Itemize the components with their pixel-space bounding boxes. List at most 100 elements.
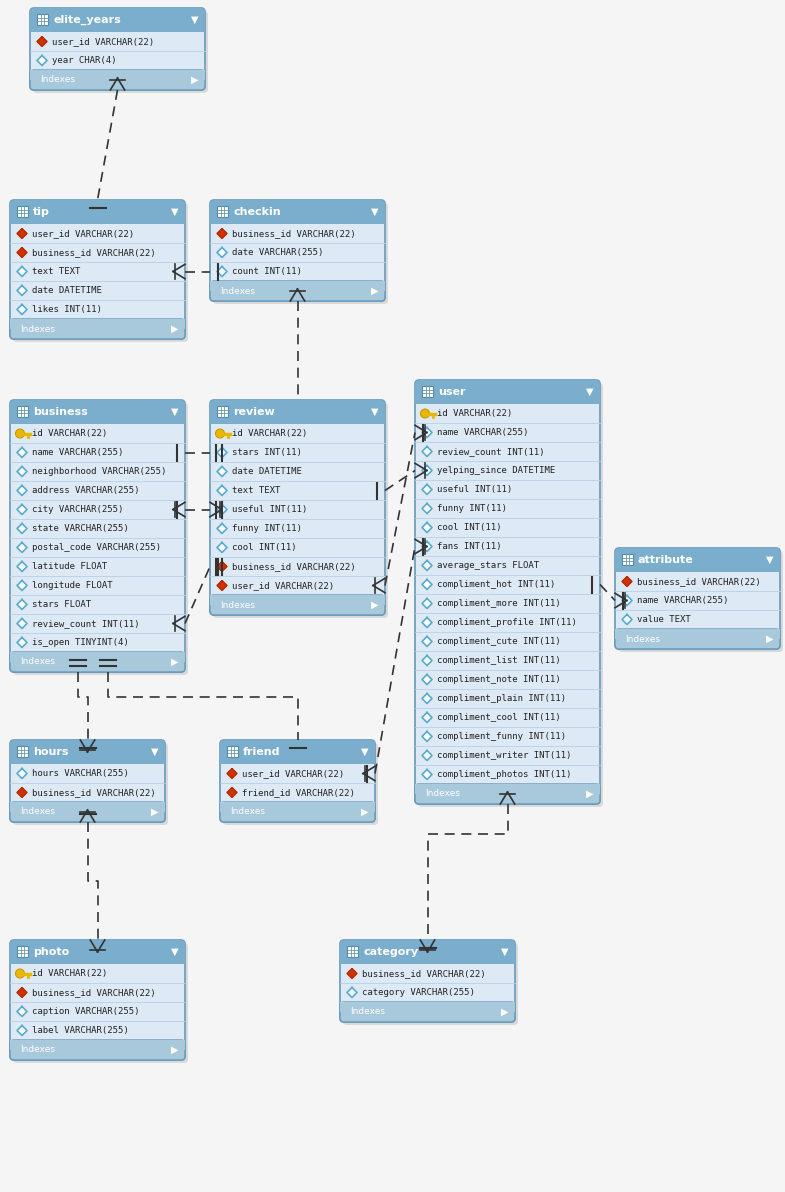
Text: business_id VARCHAR(22): business_id VARCHAR(22)	[232, 229, 356, 238]
Polygon shape	[422, 694, 432, 703]
Text: average_stars FLOAT: average_stars FLOAT	[437, 561, 539, 570]
Text: text TEXT: text TEXT	[32, 267, 80, 277]
Polygon shape	[422, 484, 432, 495]
Bar	[210, 281, 385, 291]
Bar	[30, 70, 205, 80]
Text: Indexes: Indexes	[230, 807, 265, 817]
Bar	[220, 802, 375, 812]
Text: ▼: ▼	[361, 747, 369, 757]
Text: business_id VARCHAR(22): business_id VARCHAR(22)	[32, 248, 155, 257]
Bar	[10, 412, 185, 424]
FancyBboxPatch shape	[10, 401, 185, 672]
Polygon shape	[217, 248, 227, 257]
Polygon shape	[17, 248, 27, 257]
Bar	[622, 554, 633, 565]
Text: user_id VARCHAR(22): user_id VARCHAR(22)	[232, 581, 334, 590]
Text: Indexes: Indexes	[350, 1007, 385, 1017]
Polygon shape	[217, 447, 227, 458]
Bar	[615, 629, 780, 639]
Bar	[10, 802, 165, 812]
Polygon shape	[17, 229, 27, 238]
FancyBboxPatch shape	[10, 200, 185, 339]
Text: ▶: ▶	[152, 807, 159, 817]
Text: fans INT(11): fans INT(11)	[437, 542, 502, 551]
Text: Indexes: Indexes	[40, 75, 75, 85]
Text: funny INT(11): funny INT(11)	[232, 524, 302, 533]
Text: business_id VARCHAR(22): business_id VARCHAR(22)	[232, 561, 356, 571]
FancyBboxPatch shape	[30, 8, 205, 32]
Circle shape	[16, 969, 24, 977]
Text: Indexes: Indexes	[625, 634, 660, 644]
Text: is_open TINYINT(4): is_open TINYINT(4)	[32, 638, 129, 647]
Polygon shape	[347, 968, 357, 979]
FancyBboxPatch shape	[30, 8, 205, 91]
Text: elite_years: elite_years	[53, 14, 121, 25]
Polygon shape	[217, 542, 227, 553]
Circle shape	[16, 429, 24, 437]
Bar	[415, 392, 600, 404]
Text: id VARCHAR(22): id VARCHAR(22)	[232, 429, 307, 437]
Text: id VARCHAR(22): id VARCHAR(22)	[32, 429, 108, 437]
Bar	[217, 406, 228, 417]
Polygon shape	[422, 541, 432, 552]
Text: cool INT(11): cool INT(11)	[437, 523, 502, 532]
Text: ▶: ▶	[171, 1045, 179, 1055]
Polygon shape	[37, 37, 47, 46]
Polygon shape	[17, 788, 27, 797]
Text: compliment_funny INT(11): compliment_funny INT(11)	[437, 732, 566, 741]
Text: compliment_profile INT(11): compliment_profile INT(11)	[437, 617, 577, 627]
Polygon shape	[217, 466, 227, 477]
Text: caption VARCHAR(255): caption VARCHAR(255)	[32, 1007, 140, 1016]
Text: hours VARCHAR(255): hours VARCHAR(255)	[32, 769, 129, 778]
Polygon shape	[422, 713, 432, 722]
Polygon shape	[217, 561, 227, 571]
Polygon shape	[422, 598, 432, 608]
Circle shape	[421, 409, 429, 418]
Polygon shape	[17, 769, 27, 778]
FancyBboxPatch shape	[10, 1039, 185, 1060]
Polygon shape	[17, 542, 27, 553]
Text: latitude FLOAT: latitude FLOAT	[32, 561, 108, 571]
Polygon shape	[17, 485, 27, 496]
Text: compliment_cool INT(11): compliment_cool INT(11)	[437, 713, 560, 722]
Polygon shape	[422, 617, 432, 627]
Polygon shape	[422, 503, 432, 514]
FancyBboxPatch shape	[415, 784, 600, 803]
Text: name VARCHAR(255): name VARCHAR(255)	[437, 428, 528, 437]
FancyBboxPatch shape	[33, 11, 208, 93]
Text: ▼: ▼	[502, 946, 509, 957]
Text: ▼: ▼	[371, 406, 378, 417]
FancyBboxPatch shape	[10, 740, 165, 822]
FancyBboxPatch shape	[10, 319, 185, 339]
Polygon shape	[17, 1025, 27, 1036]
FancyBboxPatch shape	[210, 401, 385, 615]
Text: ▶: ▶	[192, 75, 199, 85]
Bar	[10, 1039, 185, 1050]
Text: compliment_plain INT(11): compliment_plain INT(11)	[437, 694, 566, 703]
Text: business_id VARCHAR(22): business_id VARCHAR(22)	[32, 988, 155, 997]
Polygon shape	[17, 1006, 27, 1017]
FancyBboxPatch shape	[223, 743, 378, 825]
Bar	[30, 20, 205, 32]
Text: compliment_list INT(11): compliment_list INT(11)	[437, 656, 560, 665]
Text: business_id VARCHAR(22): business_id VARCHAR(22)	[32, 788, 155, 797]
Polygon shape	[422, 466, 432, 476]
FancyBboxPatch shape	[615, 629, 780, 648]
Polygon shape	[17, 286, 27, 296]
Text: id VARCHAR(22): id VARCHAR(22)	[437, 409, 513, 418]
Text: useful INT(11): useful INT(11)	[232, 505, 307, 514]
Polygon shape	[17, 523, 27, 534]
Text: address VARCHAR(255): address VARCHAR(255)	[32, 486, 140, 495]
FancyBboxPatch shape	[618, 551, 783, 652]
Text: category VARCHAR(255): category VARCHAR(255)	[362, 988, 475, 997]
FancyBboxPatch shape	[220, 802, 375, 822]
Text: likes INT(11): likes INT(11)	[32, 305, 102, 313]
FancyBboxPatch shape	[213, 203, 388, 304]
Text: attribute: attribute	[638, 555, 694, 565]
FancyBboxPatch shape	[10, 740, 165, 764]
Text: ▼: ▼	[171, 207, 179, 217]
FancyBboxPatch shape	[13, 203, 188, 342]
Polygon shape	[217, 485, 227, 496]
Polygon shape	[17, 987, 27, 998]
Circle shape	[216, 429, 225, 437]
